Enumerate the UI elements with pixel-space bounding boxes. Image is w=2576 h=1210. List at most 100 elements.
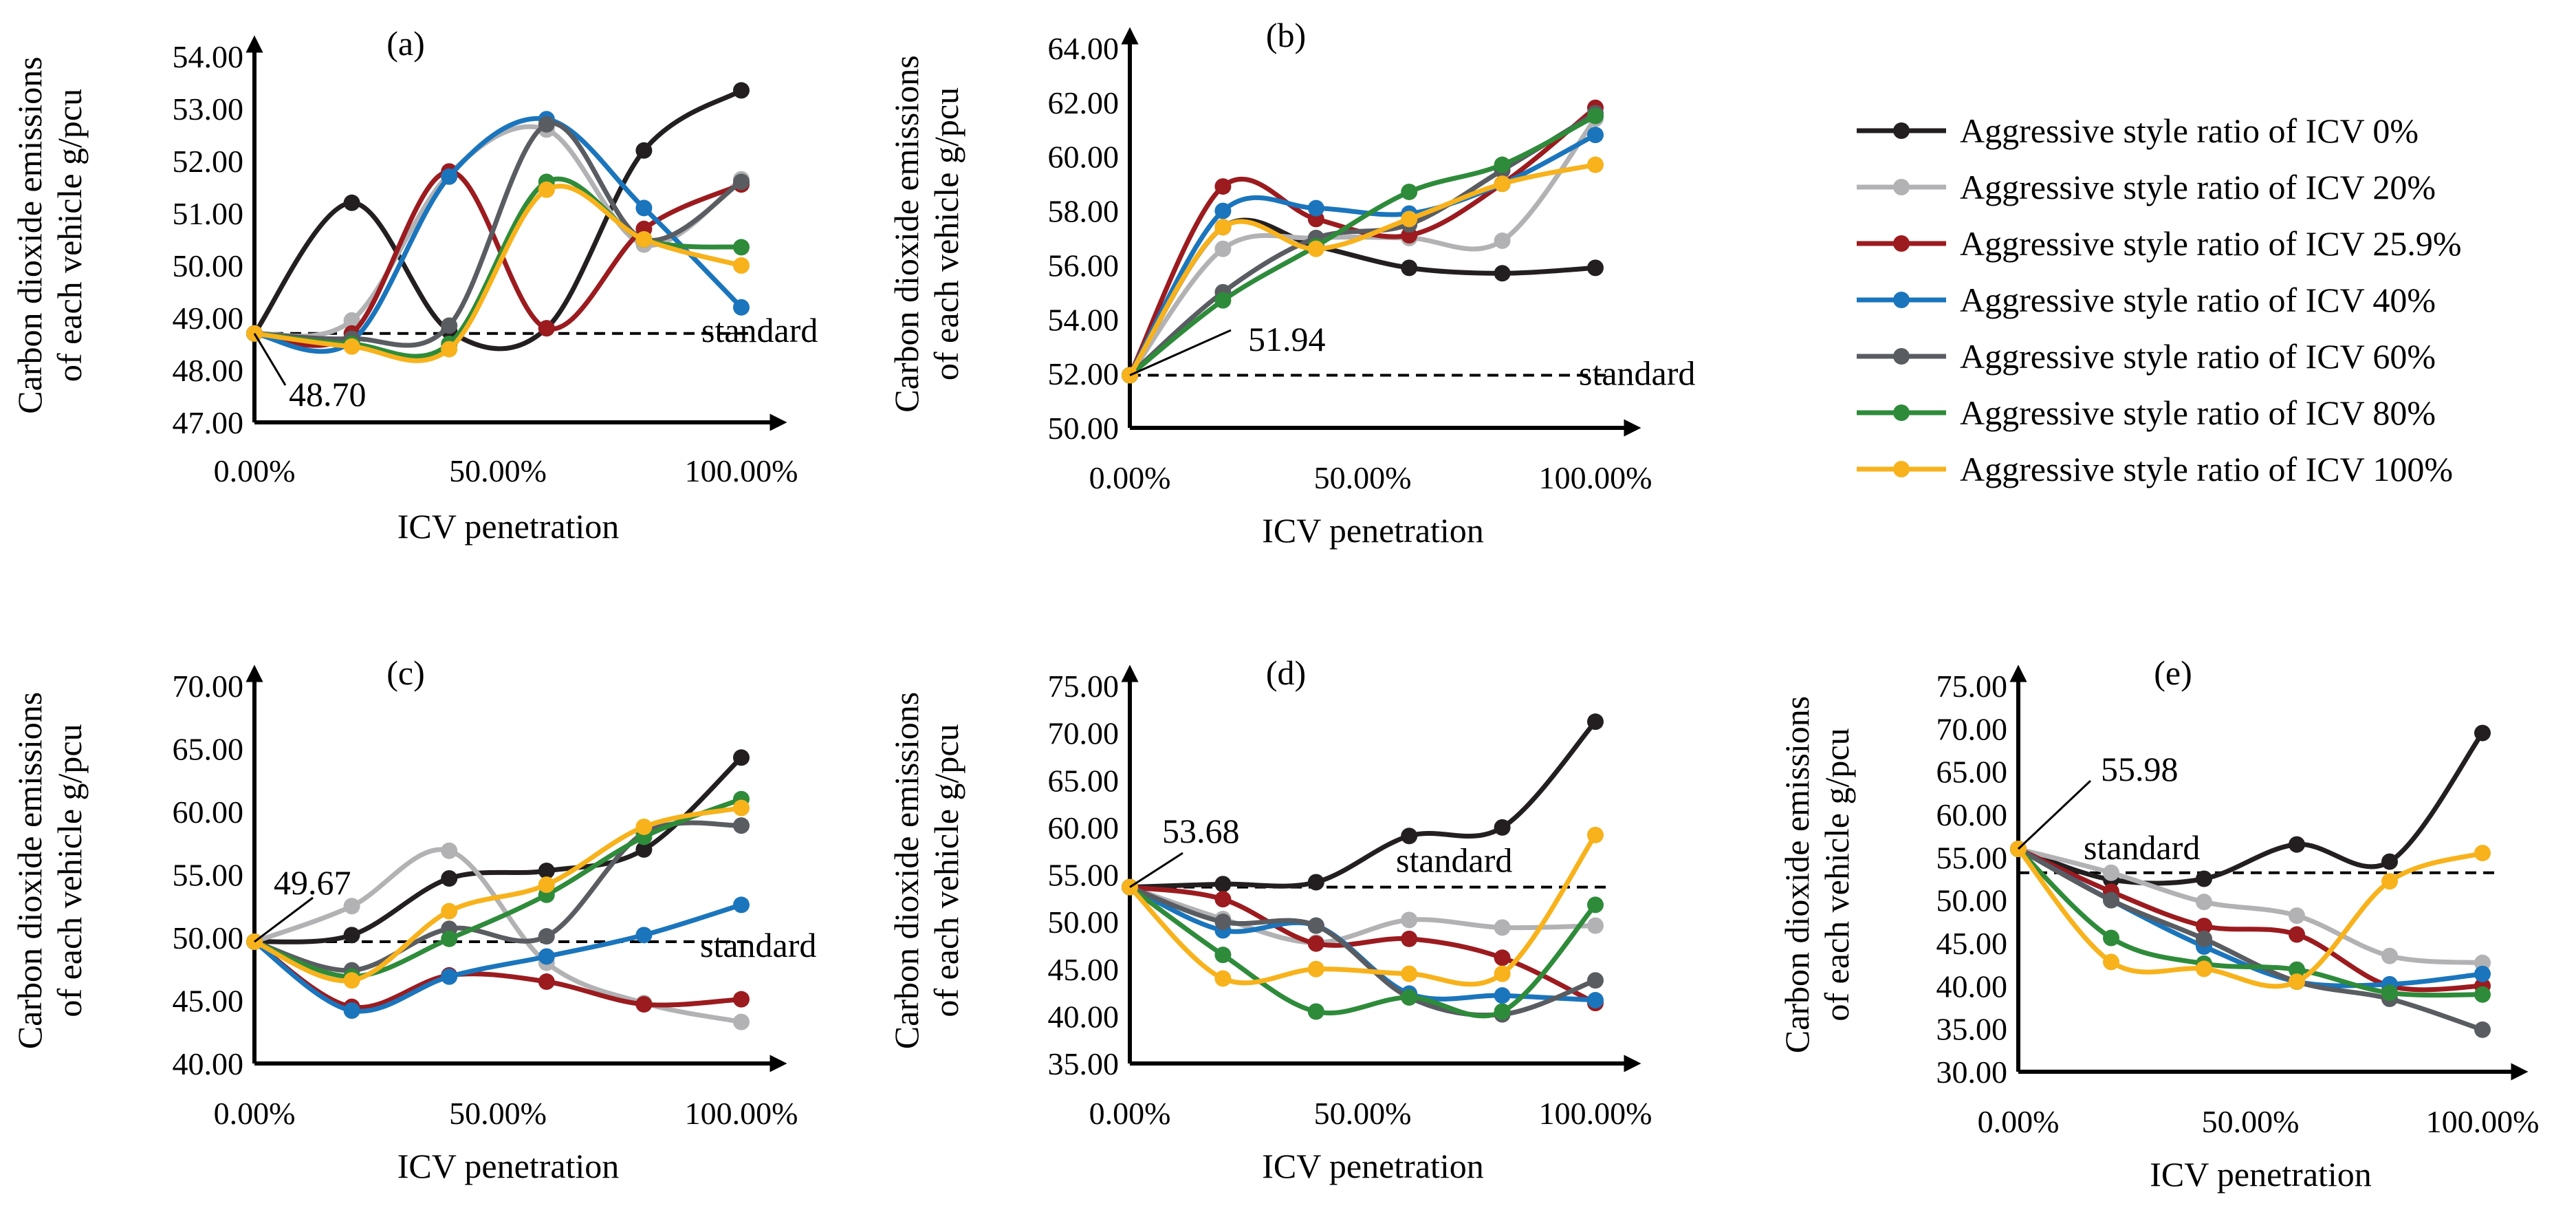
- data-point-s100: [2103, 953, 2119, 971]
- y-tick-label: 50.00: [1048, 905, 1120, 940]
- legend: Aggressive style ratio of ICV 0% Aggressi…: [1857, 111, 2462, 488]
- data-point-s25_9: [538, 320, 555, 337]
- y-tick-label: 60.00: [1936, 797, 2008, 832]
- data-point-s100: [343, 972, 360, 989]
- panel-label: (e): [2154, 653, 2192, 692]
- data-point-s100: [2474, 845, 2491, 862]
- data-point-s0: [343, 194, 360, 211]
- data-point-s40: [1494, 987, 1511, 1004]
- data-point-s40: [1587, 127, 1604, 144]
- data-point-s60: [733, 173, 750, 191]
- data-point-s0: [441, 869, 458, 887]
- data-point-s0: [343, 927, 360, 944]
- data-point-s80: [2103, 929, 2119, 947]
- y-tick-label: 53.00: [173, 91, 244, 127]
- y-axis-title-line1: Carbon dioxide emissions: [1778, 696, 1816, 1053]
- data-point-s0: [2474, 724, 2491, 742]
- data-point-s20: [343, 312, 360, 329]
- data-point-s20: [1587, 917, 1604, 934]
- x-tick-label: 50.00%: [449, 453, 547, 488]
- data-point-s25_9: [733, 991, 750, 1008]
- data-point-s100: [1214, 970, 1232, 987]
- start-value-annotation: 51.94: [1248, 320, 1326, 358]
- data-point-s100: [1401, 965, 1418, 982]
- y-tick-label: 40.00: [173, 1046, 244, 1081]
- series-line-s100: [1127, 832, 1598, 987]
- y-tick-label: 55.00: [1936, 840, 2008, 875]
- y-axis-title-line1: Carbon dioxide emissions: [10, 56, 49, 413]
- data-point-s0: [1401, 259, 1418, 277]
- data-point-s80: [2474, 986, 2491, 1003]
- y-tick-label: 40.00: [1936, 969, 2008, 1004]
- y-tick-label: 48.00: [173, 353, 244, 388]
- series-line-s60: [1127, 885, 1598, 1018]
- data-point-s100: [635, 231, 653, 248]
- data-point-s100: [2381, 873, 2398, 890]
- x-tick-label: 100.00%: [685, 1096, 798, 1131]
- x-axis-title: ICV penetration: [397, 507, 620, 545]
- start-value-annotation: 53.68: [1162, 812, 1240, 850]
- data-point-s40: [2474, 965, 2491, 982]
- y-tick-label: 49.00: [173, 301, 244, 336]
- legend-swatch-marker-s20: [1893, 179, 1910, 195]
- y-tick-label: 54.00: [173, 39, 244, 74]
- data-point-s100: [538, 181, 555, 198]
- y-tick-label: 51.00: [173, 196, 244, 231]
- y-tick-label: 56.00: [1048, 248, 1120, 283]
- x-tick-label: 100.00%: [1539, 460, 1652, 495]
- standard-label: standard: [700, 926, 816, 964]
- panel-label: (a): [386, 24, 425, 63]
- chart-panel-b: 50.00 52.00 54.00 56.00 58.00 60.00 62.00 64.00…: [887, 16, 1695, 550]
- legend-label-s0: Aggressive style ratio of ICV 0%: [1960, 111, 2419, 150]
- data-point-s100: [733, 257, 750, 274]
- y-tick-label: 47.00: [173, 405, 244, 440]
- standard-label: standard: [1396, 841, 1512, 880]
- data-point-s25_9: [1494, 949, 1511, 966]
- data-point-s60: [2103, 892, 2119, 909]
- x-tick-label: 0.00%: [214, 453, 296, 488]
- data-point-s40: [441, 168, 458, 185]
- data-point-s100: [2289, 973, 2305, 991]
- y-tick-label: 70.00: [1048, 716, 1120, 751]
- x-tick-label: 50.00%: [1314, 1096, 1412, 1131]
- data-point-s20: [2196, 894, 2212, 911]
- data-point-s20: [1494, 919, 1511, 936]
- data-point-s40: [1587, 992, 1604, 1009]
- y-tick-label: 54.00: [1048, 302, 1120, 337]
- data-point-s80: [441, 930, 458, 947]
- data-point-s20: [1214, 240, 1232, 257]
- data-point-s25_9: [1214, 891, 1232, 908]
- data-point-s80: [1587, 896, 1604, 914]
- data-point-s20: [2289, 907, 2305, 925]
- data-point-s20: [1401, 911, 1418, 929]
- chart-panel-a: 47.00 48.00 49.00 50.00 51.00 52.00 53.00 54.00…: [10, 24, 818, 545]
- y-tick-label: 58.00: [1048, 194, 1120, 229]
- y-tick-label: 35.00: [1936, 1012, 2008, 1047]
- data-point-s60: [441, 317, 458, 334]
- data-point-s40: [1307, 199, 1324, 217]
- y-tick-label: 45.00: [173, 984, 244, 1019]
- data-point-s20: [1494, 232, 1511, 249]
- series-line-s60: [252, 820, 744, 973]
- data-point-s40: [733, 896, 750, 914]
- data-point-s0: [635, 841, 653, 858]
- data-point-s0: [1214, 876, 1232, 893]
- y-tick-label: 45.00: [1936, 926, 2008, 961]
- annotation-leader: [1129, 329, 1232, 376]
- legend-swatch-marker-s60: [1893, 348, 1910, 365]
- data-point-s100: [1307, 960, 1324, 977]
- data-point-s40: [635, 199, 653, 217]
- data-point-s80: [733, 239, 750, 256]
- legend-swatch-marker-s40: [1893, 292, 1910, 308]
- y-tick-label: 65.00: [173, 732, 244, 767]
- data-point-s0: [635, 142, 653, 159]
- y-tick-label: 30.00: [1936, 1055, 2008, 1090]
- x-axis-title: ICV penetration: [2150, 1155, 2372, 1193]
- data-point-s25_9: [1307, 935, 1324, 952]
- y-axis-title-line1: Carbon dioxide emissions: [887, 692, 926, 1049]
- data-point-s25_9: [1401, 930, 1418, 947]
- series-line-s20: [2016, 846, 2485, 966]
- data-point-s0: [1587, 259, 1604, 277]
- standard-label: standard: [701, 311, 818, 349]
- series-line-s60: [252, 120, 744, 348]
